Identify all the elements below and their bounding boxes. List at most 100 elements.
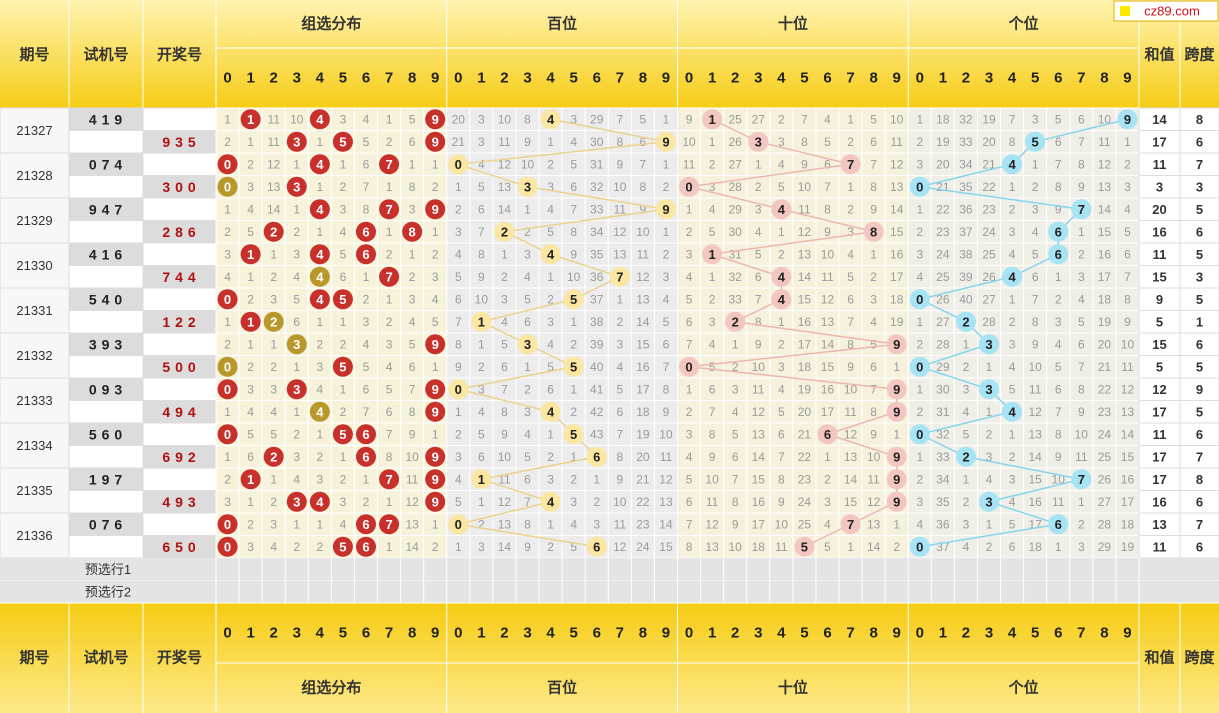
draw-number: 500 <box>162 359 200 375</box>
digit-label: 3 <box>523 70 531 87</box>
miss-count: 3 <box>270 517 277 531</box>
miss-count: 2 <box>986 540 993 554</box>
miss-count: 3 <box>870 292 877 306</box>
miss-count: 1 <box>593 472 600 486</box>
miss-count: 1 <box>547 270 554 284</box>
hit-ball <box>886 379 907 400</box>
hit-digit: 3 <box>293 494 300 509</box>
miss-count: 4 <box>524 270 531 284</box>
miss-count: 4 <box>686 270 693 284</box>
hit-ball <box>286 379 307 400</box>
miss-count: 4 <box>293 270 300 284</box>
miss-count: 11 <box>1029 382 1042 396</box>
miss-count: 2 <box>663 247 670 261</box>
miss-count: 2 <box>778 112 785 126</box>
miss-count: 1 <box>986 360 993 374</box>
miss-count: 25 <box>798 517 812 531</box>
miss-count: 3 <box>570 112 577 126</box>
hit-ball <box>309 266 330 287</box>
miss-count: 2 <box>709 157 716 171</box>
miss-count: 2 <box>663 180 670 194</box>
miss-count: 11 <box>1075 450 1088 464</box>
hit-ball <box>309 401 330 422</box>
digit-label: 7 <box>846 625 854 642</box>
miss-count: 2 <box>224 135 231 149</box>
miss-count: 6 <box>478 450 485 464</box>
number-cell <box>68 265 144 289</box>
sum: 11 <box>1153 157 1167 172</box>
miss-count: 9 <box>524 540 531 554</box>
miss-count: 8 <box>870 405 877 419</box>
miss-count: 1 <box>293 157 300 171</box>
hit-digit: 4 <box>1008 269 1016 284</box>
hit-ball <box>332 131 353 152</box>
hit-digit: 9 <box>432 337 439 352</box>
digit-label: 7 <box>385 625 393 642</box>
miss-count: 5 <box>870 337 877 351</box>
miss-count: 23 <box>798 472 812 486</box>
number-cell <box>68 310 144 334</box>
miss-count: 24 <box>982 225 996 239</box>
miss-count: 13 <box>1028 427 1042 441</box>
digit-label: 2 <box>962 70 970 87</box>
miss-count: 17 <box>798 337 812 351</box>
miss-count: 3 <box>593 517 600 531</box>
hit-ball <box>425 491 446 512</box>
miss-count: 1 <box>455 540 462 554</box>
miss-count: 9 <box>640 202 647 216</box>
miss-count: 2 <box>986 427 993 441</box>
miss-count: 11 <box>267 135 280 149</box>
hit-ball <box>863 221 884 242</box>
miss-count: 15 <box>752 472 766 486</box>
miss-count: 6 <box>524 315 531 329</box>
hit-ball <box>309 154 330 175</box>
number-cell <box>142 332 217 356</box>
hit-digit: 9 <box>432 202 439 217</box>
group-label: 个位 <box>1008 679 1039 697</box>
miss-count: 3 <box>755 202 762 216</box>
miss-count: 1 <box>916 315 923 329</box>
miss-count: 11 <box>614 517 627 531</box>
miss-count: 4 <box>963 540 970 554</box>
miss-count: 9 <box>1032 337 1039 351</box>
miss-count: 21 <box>982 157 996 171</box>
hit-digit: 0 <box>916 359 923 374</box>
digit-label: 1 <box>477 625 485 642</box>
miss-count: 7 <box>616 112 623 126</box>
miss-count: 5 <box>524 292 531 306</box>
miss-count: 2 <box>340 405 347 419</box>
hit-digit: 3 <box>985 337 992 352</box>
hit-digit: 1 <box>478 314 485 329</box>
miss-count: 3 <box>547 472 554 486</box>
number-cell <box>68 535 144 559</box>
hit-digit: 7 <box>385 269 392 284</box>
miss-count: 15 <box>844 495 858 509</box>
number-cell <box>68 400 144 424</box>
miss-count: 11 <box>1098 135 1111 149</box>
hit-ball <box>886 446 907 467</box>
miss-count: 13 <box>613 247 627 261</box>
miss-count: 3 <box>916 157 923 171</box>
digit-label: 0 <box>916 70 924 87</box>
miss-count: 2 <box>916 472 923 486</box>
miss-count: 2 <box>247 157 254 171</box>
miss-count: 9 <box>409 427 416 441</box>
miss-count: 2 <box>270 360 277 374</box>
digit-label: 2 <box>270 70 278 87</box>
miss-count: 7 <box>870 382 877 396</box>
sum: 5 <box>1156 359 1163 374</box>
miss-count: 1 <box>916 450 923 464</box>
miss-count: 27 <box>729 157 743 171</box>
miss-count: 8 <box>778 472 785 486</box>
miss-count: 20 <box>982 135 996 149</box>
hit-ball <box>217 424 238 445</box>
digit-label: 0 <box>223 625 231 642</box>
group-label: 百位 <box>547 15 577 33</box>
number-cell <box>142 287 217 311</box>
miss-count: 4 <box>870 315 877 329</box>
miss-count: 10 <box>821 247 835 261</box>
miss-count: 13 <box>890 180 904 194</box>
number-cell <box>68 130 144 154</box>
miss-count: 5 <box>778 180 785 194</box>
hit-digit: 0 <box>224 179 231 194</box>
